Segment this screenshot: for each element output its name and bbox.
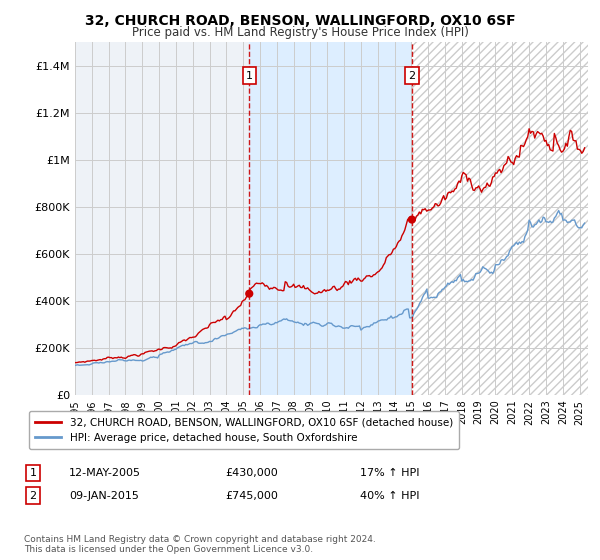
Text: 1: 1 [29, 468, 37, 478]
Text: Price paid vs. HM Land Registry's House Price Index (HPI): Price paid vs. HM Land Registry's House … [131, 26, 469, 39]
Text: 09-JAN-2015: 09-JAN-2015 [69, 491, 139, 501]
Bar [249, 42, 412, 395]
Text: 12-MAY-2005: 12-MAY-2005 [69, 468, 141, 478]
Point [244, 289, 254, 298]
Text: £745,000: £745,000 [225, 491, 278, 501]
Text: 32, CHURCH ROAD, BENSON, WALLINGFORD, OX10 6SF: 32, CHURCH ROAD, BENSON, WALLINGFORD, OX… [85, 14, 515, 28]
Text: 40% ↑ HPI: 40% ↑ HPI [360, 491, 419, 501]
Text: Contains HM Land Registry data © Crown copyright and database right 2024.
This d: Contains HM Land Registry data © Crown c… [24, 535, 376, 554]
Text: 17% ↑ HPI: 17% ↑ HPI [360, 468, 419, 478]
Bar [412, 42, 588, 395]
Text: 1: 1 [246, 71, 253, 81]
Bar [412, 42, 588, 395]
Legend: 32, CHURCH ROAD, BENSON, WALLINGFORD, OX10 6SF (detached house), HPI: Average pr: 32, CHURCH ROAD, BENSON, WALLINGFORD, OX… [29, 411, 460, 449]
Point [407, 215, 416, 224]
Text: £430,000: £430,000 [225, 468, 278, 478]
Text: 2: 2 [409, 71, 415, 81]
Text: 2: 2 [29, 491, 37, 501]
